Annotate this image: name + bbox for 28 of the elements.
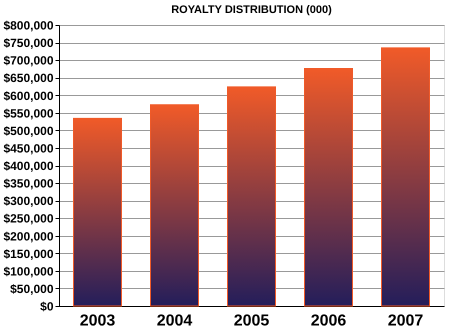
y-tick-label: $100,000 [3,264,54,278]
x-tick-label: 2007 [388,312,424,330]
y-tick-label: $350,000 [3,176,54,191]
bar [304,68,353,306]
x-tick-label: 2003 [80,312,116,330]
y-tick-label: $600,000 [3,88,54,103]
chart-title: ROYALTY DISTRIBUTION (000) [171,4,332,16]
y-tick-label: $0 [40,300,54,314]
bar [73,118,122,306]
y-tick-label: $500,000 [3,124,54,138]
y-tick-label: $300,000 [3,194,54,208]
y-tick-label: $550,000 [3,106,54,120]
bar [381,47,430,306]
y-tick-label: $200,000 [3,229,54,244]
bar [227,86,276,306]
bar [150,104,199,306]
y-tick-label: $700,000 [3,54,54,68]
y-tick-label: $50,000 [10,282,54,296]
y-tick-label: $400,000 [3,159,54,173]
y-tick-label: $150,000 [3,246,54,261]
x-tick-label: 2006 [310,312,346,330]
x-tick-label: 2005 [234,312,270,330]
y-tick-label: $450,000 [3,141,54,156]
y-tick-label: $250,000 [3,212,54,226]
x-tick-label: 2004 [156,312,192,330]
y-tick-label: $800,000 [3,18,54,32]
y-tick-label: $750,000 [3,36,54,50]
y-tick-label: $650,000 [3,71,54,86]
